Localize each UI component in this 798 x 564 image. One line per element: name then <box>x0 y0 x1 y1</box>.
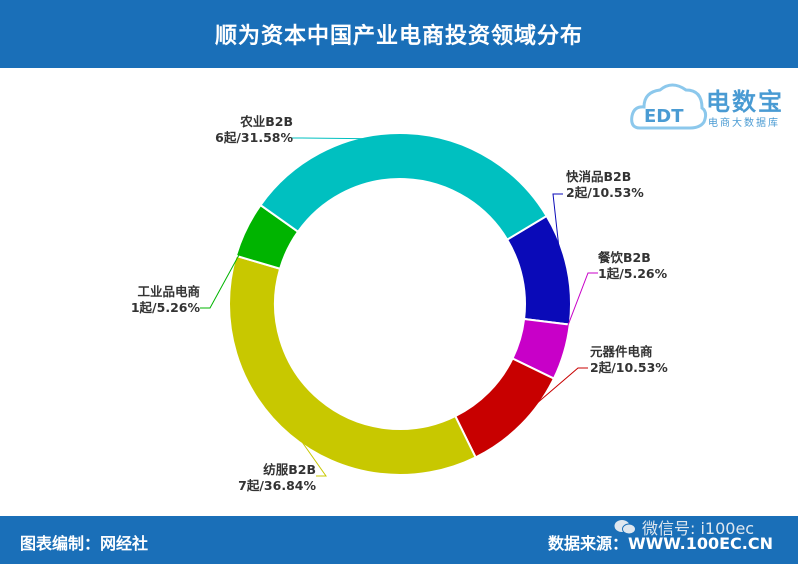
leader-line <box>292 137 407 140</box>
leader-line <box>552 193 563 270</box>
cloud-logo-icon: EDT <box>630 83 708 130</box>
leader-line <box>557 272 598 351</box>
slice-name-label: 工业品电商 <box>137 284 200 299</box>
leader-line <box>200 231 252 309</box>
wechat-icon <box>614 520 636 535</box>
logo-brand: 电数宝 <box>706 88 784 116</box>
wechat-id: 微信号: i100ec <box>642 519 755 538</box>
donut-slice <box>453 357 556 459</box>
edt-logo: EDT 电数宝 电商大数据库 <box>630 76 795 136</box>
logo-subtitle: 电商大数据库 <box>708 118 780 129</box>
donut-chart: 快消品B2B2起/10.53%餐饮B2B1起/5.26%元器件电商2起/10.5… <box>131 114 668 493</box>
slice-name-label: 餐饮B2B <box>597 250 651 265</box>
slice-value-label: 1起/5.26% <box>598 266 668 281</box>
leader-line <box>516 367 588 421</box>
chart-title: 顺为资本中国产业电商投资领域分布 <box>214 24 583 49</box>
donut-slice <box>228 254 477 476</box>
donut-slice <box>259 132 548 242</box>
slice-name-label: 快消品B2B <box>566 169 631 184</box>
chart-title-bar: 顺为资本中国产业电商投资领域分布 <box>0 0 798 68</box>
slice-name-label: 纺服B2B <box>263 462 316 477</box>
footer-bar: 图表编制：网经社 数据来源：WWW.100EC.CN <box>0 516 798 564</box>
footer-credit: 图表编制：网经社 <box>20 534 149 553</box>
slice-value-label: 2起/10.53% <box>590 360 668 375</box>
slice-name-label: 农业B2B <box>239 114 293 129</box>
slice-value-label: 1起/5.26% <box>131 300 201 315</box>
slice-name-label: 元器件电商 <box>590 344 653 359</box>
logo-mark: EDT <box>644 106 684 127</box>
leader-line <box>293 429 327 477</box>
wechat-watermark: 微信号: i100ec <box>614 514 754 540</box>
slice-value-label: 2起/10.53% <box>566 185 644 200</box>
footer-source: 数据来源：WWW.100EC.CN <box>548 534 774 553</box>
slice-value-label: 6起/31.58% <box>215 130 293 145</box>
slice-value-label: 7起/36.84% <box>238 478 316 493</box>
